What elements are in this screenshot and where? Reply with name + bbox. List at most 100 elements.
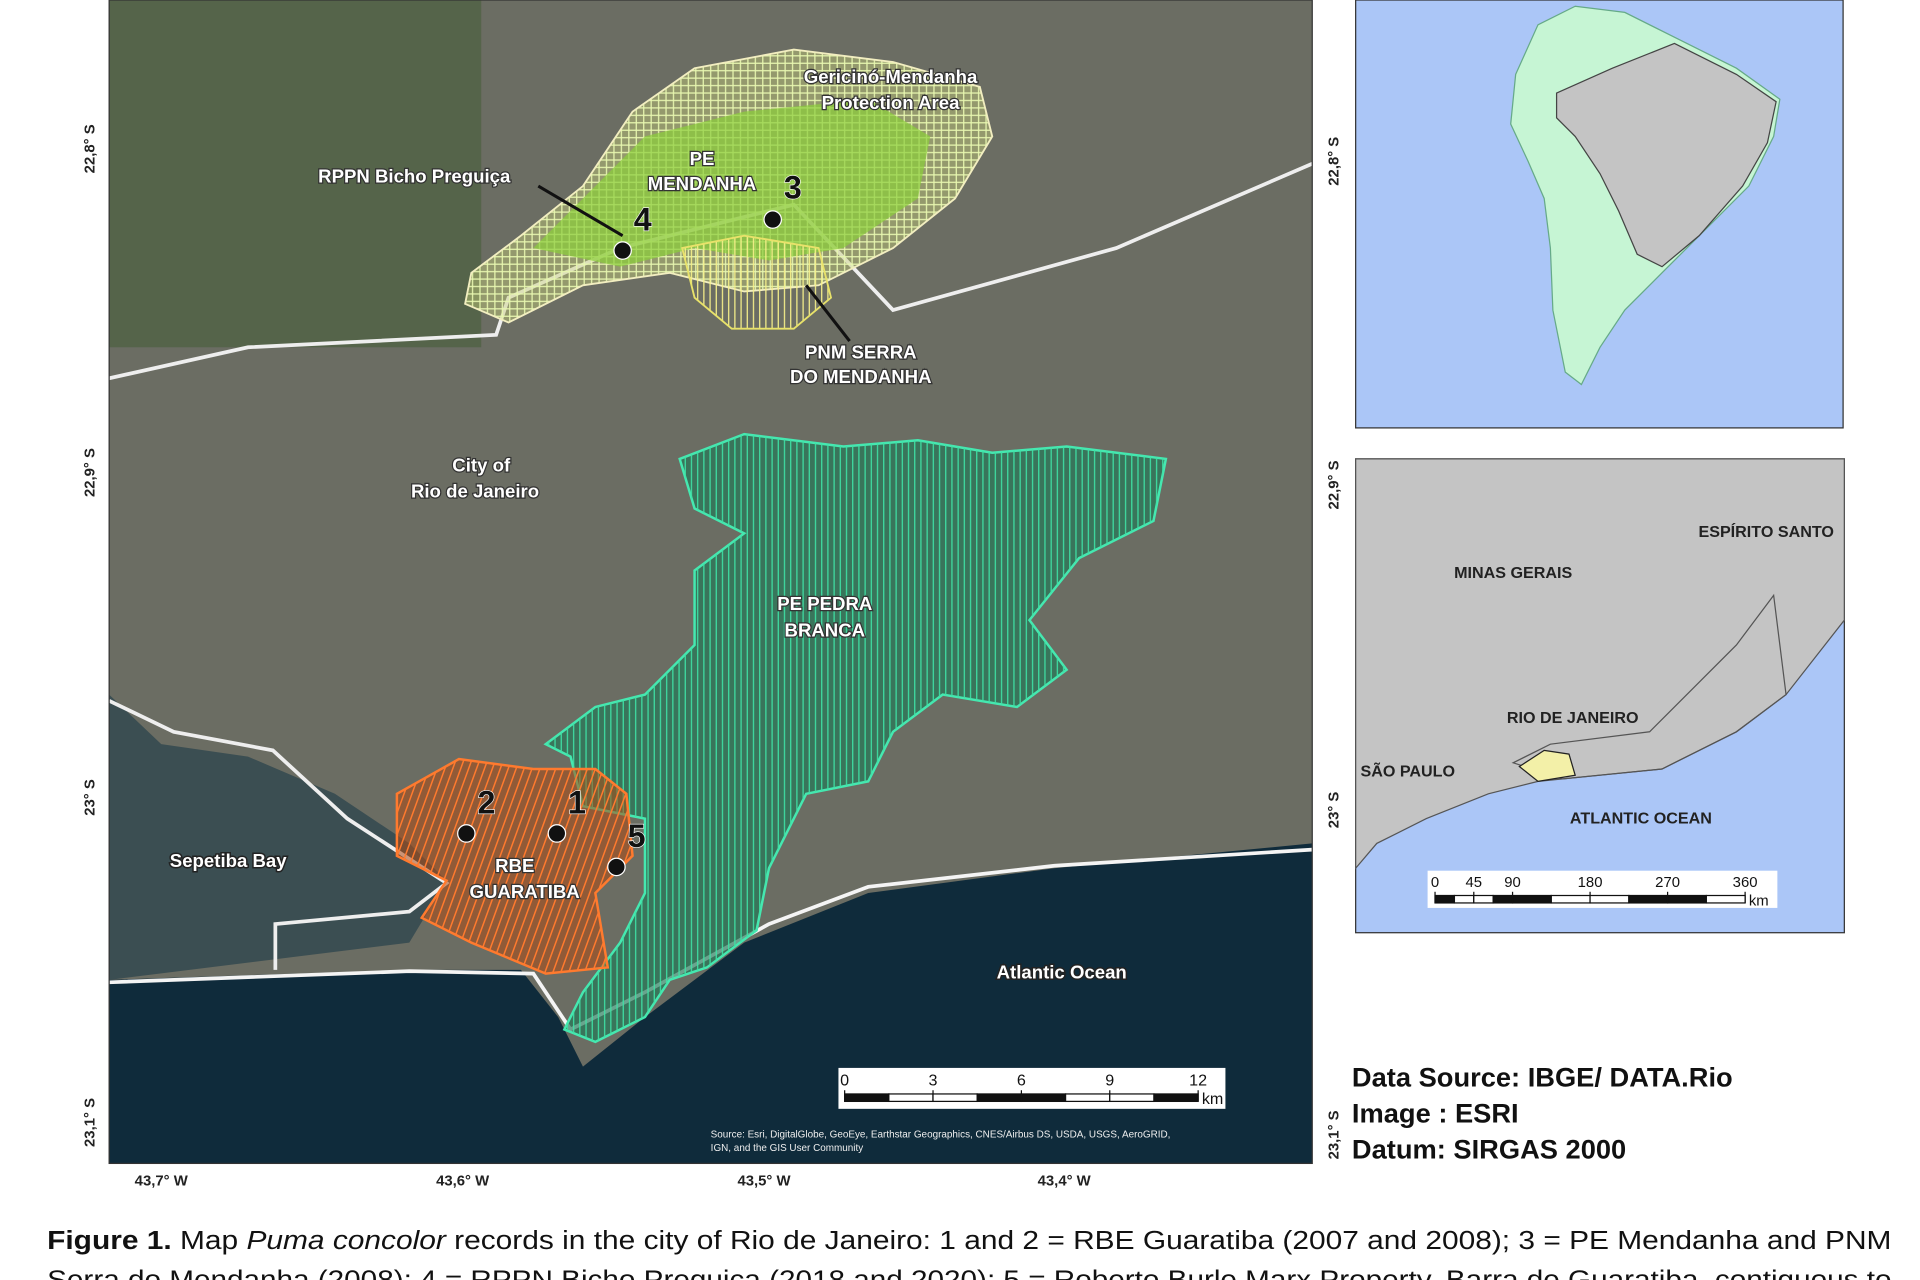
lat-tick: 22,8° S <box>82 124 98 173</box>
scale-segment <box>1473 894 1494 904</box>
scale-segment <box>844 1093 890 1103</box>
scale-segment <box>1434 894 1456 904</box>
area-label: PNM SERRA <box>805 341 917 362</box>
inset-label: ATLANTIC OCEAN <box>1570 810 1712 828</box>
state-inset: MINAS GERAIS ESPÍRITO SANTO RIO DE JANEI… <box>1355 458 1845 934</box>
attribution: Source: Esri, DigitalGlobe, GeoEye, Eart… <box>711 1129 1171 1140</box>
area-label: PE PEDRA <box>777 593 872 614</box>
area-label: BRANCA <box>785 619 866 640</box>
credit: Image : ESRI <box>1352 1097 1519 1128</box>
pe-pedra-branca-hatch <box>545 434 1166 1042</box>
point-label: 3 <box>784 169 802 205</box>
area-label: City of <box>452 454 511 475</box>
area-label: RPPN Bicho Preguiça <box>318 165 511 186</box>
area-label: Gericinó-Mendanha <box>804 66 978 87</box>
scale-tick-label: 9 <box>1105 1071 1114 1089</box>
area-label: Atlantic Ocean <box>997 962 1127 983</box>
lat-tick: 22,8° S <box>1326 137 1342 186</box>
lat-tick: 23° S <box>1326 792 1342 829</box>
scale-tick-label: 180 <box>1578 875 1603 891</box>
area-label: PE <box>690 148 715 169</box>
record-point <box>607 857 626 877</box>
scale-segment <box>1492 894 1514 904</box>
point-label: 1 <box>568 785 586 821</box>
caption-line: Figure 1. Map Puma concolor records in t… <box>47 1225 1891 1255</box>
caption-label: Figure 1. <box>47 1225 172 1255</box>
scale-tick-label: 6 <box>1017 1071 1026 1089</box>
scale-tick-label: 90 <box>1504 875 1521 891</box>
scale-segment <box>1589 894 1630 904</box>
scale-tick-label: 45 <box>1466 875 1483 891</box>
record-point <box>457 824 476 843</box>
caption-line: Serra do Mendanha (2008); 4 = RPPN Bicho… <box>47 1265 1891 1280</box>
leader-line <box>537 184 624 237</box>
record-point <box>763 210 783 229</box>
scale-bar: 0 45 90 180 270 360 km <box>1431 875 1769 910</box>
inset-label: ESPÍRITO SANTO <box>1698 522 1833 541</box>
scale-segment <box>1628 894 1669 904</box>
scale-segment <box>1666 894 1707 904</box>
south-america-inset <box>1355 0 1844 429</box>
lon-tick: 43,5° W <box>737 1174 791 1190</box>
scale-segment <box>1153 1093 1199 1103</box>
area-label: RBE <box>495 855 534 876</box>
lon-tick: 43,7° W <box>135 1174 189 1190</box>
main-map: 1 2 3 4 5 Gericinó-Mendanha Protection A… <box>109 0 1313 1164</box>
area-label: DO MENDANHA <box>790 366 932 387</box>
scale-segment <box>976 1093 1023 1103</box>
scale-unit: km <box>1749 893 1769 909</box>
scale-box <box>838 1067 1226 1109</box>
point-label: 5 <box>628 818 646 854</box>
scale-tick-label: 12 <box>1189 1071 1207 1089</box>
state-boundary <box>1511 593 1787 780</box>
scale-tick-label: 270 <box>1655 875 1680 891</box>
lat-tick: 22,9° S <box>82 448 98 497</box>
point-label: 2 <box>478 785 496 821</box>
lon-tick: 43,4° W <box>1038 1174 1092 1190</box>
scale-segment <box>1020 1093 1067 1103</box>
scale-segment <box>932 1093 978 1103</box>
lat-tick: 23° S <box>82 779 98 816</box>
scale-segment <box>1511 894 1552 904</box>
lat-tick: 23,1° S <box>82 1098 98 1147</box>
inset-label: SÃO PAULO <box>1360 760 1455 780</box>
area-label: Sepetiba Bay <box>170 850 287 871</box>
caption-text: records in the city of Rio de Janeiro: 1… <box>446 1225 1892 1255</box>
scale-tick-label: 360 <box>1733 875 1758 891</box>
caption-species: Puma concolor <box>246 1225 447 1255</box>
brazil <box>1555 42 1777 268</box>
record-point <box>547 824 567 843</box>
lat-tick: 22,9° S <box>1326 460 1342 509</box>
area-label: GUARATIBA <box>470 881 580 902</box>
lat-tick: 23,1° S <box>1326 1110 1342 1159</box>
area-label: Protection Area <box>822 92 960 113</box>
lon-tick: 43,6° W <box>436 1174 490 1190</box>
inset-label: RIO DE JANEIRO <box>1507 709 1639 727</box>
area-label: Rio de Janeiro <box>411 480 539 501</box>
scale-segment <box>1453 894 1475 904</box>
scale-tick-label: 0 <box>840 1071 849 1089</box>
pnm-serra-do-mendanha <box>681 234 833 330</box>
record-point <box>613 241 632 260</box>
scale-segment <box>888 1093 934 1103</box>
scale-segment <box>1064 1093 1111 1103</box>
inset-label: MINAS GERAIS <box>1454 564 1572 582</box>
caption-text: Map <box>172 1225 247 1255</box>
bay <box>109 694 447 980</box>
scale-unit: km <box>1202 1090 1223 1108</box>
rbe-guaratiba-hatch <box>396 759 633 974</box>
scale-tick-label: 0 <box>1431 875 1439 891</box>
leader-line <box>804 284 851 343</box>
scale-tick-label: 3 <box>929 1071 938 1089</box>
credit: Data Source: IBGE/ DATA.Rio <box>1352 1062 1733 1093</box>
scale-segment <box>1109 1093 1155 1103</box>
credit: Datum: SIRGAS 2000 <box>1352 1133 1626 1164</box>
attribution: IGN, and the GIS User Community <box>711 1143 864 1154</box>
map-frame <box>108 0 1313 1165</box>
area-label: MENDANHA <box>648 173 756 194</box>
scale-segment <box>1705 894 1746 904</box>
pe-mendanha <box>533 99 931 267</box>
